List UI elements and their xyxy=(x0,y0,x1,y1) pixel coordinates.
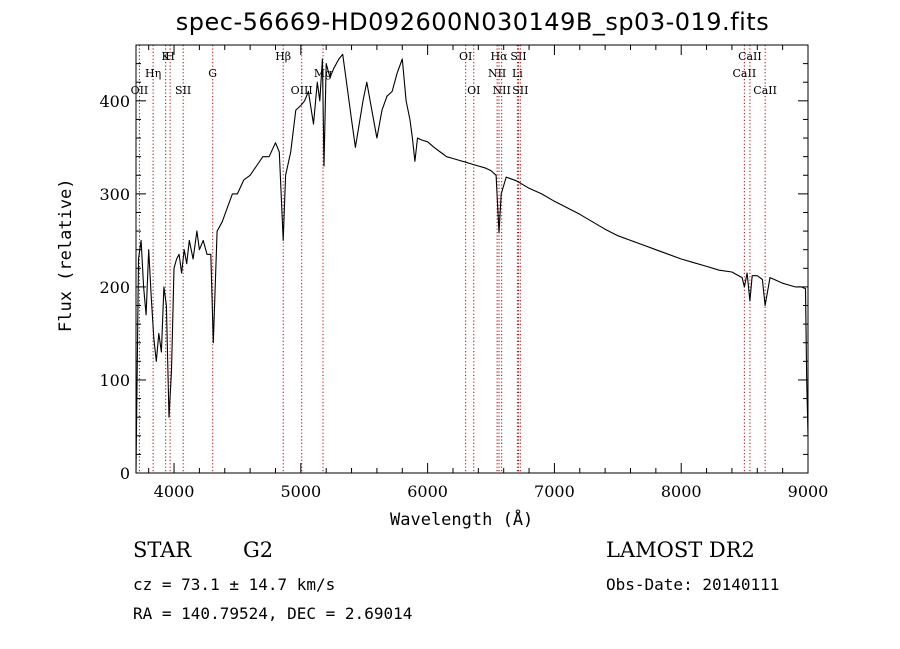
line-marker-label: G xyxy=(208,67,217,80)
x-tick-label: 8000 xyxy=(661,482,702,501)
line-marker-label: SII xyxy=(512,84,528,97)
line-marker-label: H xyxy=(165,50,175,63)
plot-frame xyxy=(135,44,809,474)
spectral-subclass: G2 xyxy=(243,538,274,562)
x-tick-label: 4000 xyxy=(154,482,195,501)
object-type: STAR xyxy=(133,538,192,562)
line-marker-label: SII xyxy=(175,84,191,97)
survey-name: LAMOST DR2 xyxy=(606,538,755,562)
line-marker-label: OI xyxy=(467,84,480,97)
coordinates: RA = 140.79524, DEC = 2.69014 xyxy=(133,604,413,623)
y-tick-label: 200 xyxy=(99,278,130,297)
line-marker-label: CaII xyxy=(738,50,762,63)
line-marker-label: Hβ xyxy=(275,50,291,63)
line-marker-label: CaII xyxy=(733,67,757,80)
x-tick-label: 9000 xyxy=(788,482,829,501)
chart-title: spec-56669-HD092600N030149B_sp03-019.fit… xyxy=(175,8,770,36)
x-tick-label: 5000 xyxy=(280,482,321,501)
y-axis-label: Flux (relative) xyxy=(56,178,76,332)
redshift-cz: cz = 73.1 ± 14.7 km/s xyxy=(133,575,336,594)
line-marker-label: Hη xyxy=(145,67,161,80)
x-axis-label: Wavelength (Å) xyxy=(390,510,534,530)
y-tick-label: 300 xyxy=(99,185,130,204)
line-marker-label: Li xyxy=(512,67,523,80)
y-tick-label: 100 xyxy=(99,371,130,390)
observation-date: Obs-Date: 20140111 xyxy=(606,575,780,594)
line-marker-label: SII xyxy=(510,50,526,63)
line-marker-label: NII xyxy=(493,84,511,97)
line-marker-label: Hα xyxy=(490,50,508,63)
y-tick-label: 400 xyxy=(99,92,130,111)
x-tick-label: 6000 xyxy=(407,482,448,501)
line-marker-label: K xyxy=(162,50,171,63)
line-marker-label: OI xyxy=(459,50,472,63)
line-marker-label: NII xyxy=(488,67,506,80)
y-tick-label: 0 xyxy=(120,464,130,483)
x-tick-label: 7000 xyxy=(534,482,575,501)
spectrum-line xyxy=(135,53,809,474)
line-marker-label: CaII xyxy=(753,84,777,97)
line-marker-label: OII xyxy=(131,84,149,97)
